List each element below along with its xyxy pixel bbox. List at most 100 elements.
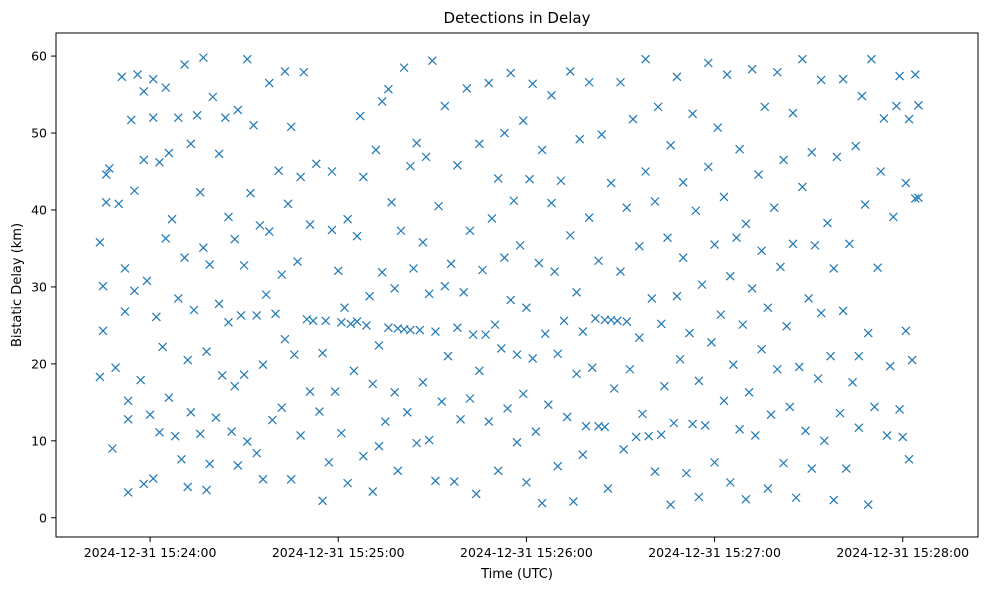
data-point <box>383 84 393 94</box>
data-point <box>525 174 534 184</box>
data-point <box>343 214 353 224</box>
data-point <box>810 240 820 250</box>
data-point <box>685 328 694 338</box>
data-point <box>728 360 738 370</box>
data-point <box>766 410 776 420</box>
data-point <box>898 432 908 442</box>
data-point <box>230 381 240 391</box>
data-point <box>136 375 146 385</box>
data-point <box>214 299 224 309</box>
data-point <box>518 116 528 126</box>
data-point <box>418 237 428 247</box>
data-point <box>296 172 306 182</box>
data-point <box>161 83 171 93</box>
data-point <box>186 407 196 417</box>
data-point <box>434 201 444 211</box>
scatter-points <box>95 53 923 510</box>
data-point <box>832 152 842 162</box>
data-point <box>374 441 384 451</box>
data-point <box>277 403 287 413</box>
data-point <box>719 192 729 202</box>
data-point <box>863 328 873 338</box>
data-point <box>468 330 478 340</box>
data-point <box>280 334 290 344</box>
data-point <box>543 400 553 410</box>
data-point <box>274 166 284 176</box>
data-point <box>233 461 243 470</box>
data-point <box>129 186 139 196</box>
data-point <box>672 291 682 301</box>
x-tick-label-1: 2024-12-31 15:25:00 <box>272 545 405 560</box>
data-point <box>390 387 400 397</box>
data-point <box>299 67 309 77</box>
data-point <box>192 110 202 120</box>
data-point <box>584 213 594 223</box>
data-point <box>239 260 249 270</box>
data-point <box>688 109 698 119</box>
data-point <box>459 287 469 297</box>
data-point <box>616 267 625 276</box>
data-point <box>757 344 767 354</box>
data-point <box>631 432 641 442</box>
data-point <box>242 437 252 447</box>
data-point <box>111 363 121 373</box>
data-point <box>628 114 638 124</box>
data-point <box>246 188 255 198</box>
data-point <box>716 310 726 320</box>
data-point <box>478 265 487 275</box>
data-point <box>139 479 149 489</box>
data-point <box>377 97 387 106</box>
data-point <box>405 325 415 335</box>
data-point <box>126 115 136 125</box>
data-point <box>340 303 349 313</box>
data-point <box>870 402 879 412</box>
data-point <box>678 253 688 263</box>
data-point <box>280 67 290 76</box>
data-point <box>512 437 522 447</box>
data-point <box>308 316 318 326</box>
data-point <box>387 197 396 207</box>
data-point <box>390 284 400 293</box>
data-point <box>901 178 911 188</box>
data-point <box>622 317 632 326</box>
data-point <box>117 72 127 82</box>
chart-title: Detections in Delay <box>444 9 591 27</box>
data-point <box>857 91 867 101</box>
data-point <box>807 147 817 157</box>
data-point <box>311 159 321 169</box>
data-point <box>747 284 757 293</box>
data-point <box>264 227 274 236</box>
data-point <box>427 56 437 66</box>
data-point <box>249 120 258 130</box>
data-point <box>694 492 704 502</box>
data-point <box>343 478 353 488</box>
data-point <box>95 372 105 382</box>
data-point <box>506 295 516 305</box>
data-point <box>462 83 472 93</box>
data-point <box>155 427 164 437</box>
data-point <box>98 326 108 336</box>
data-point <box>747 64 757 74</box>
data-point <box>358 451 368 461</box>
data-point <box>565 67 575 76</box>
data-point <box>710 457 719 467</box>
data-point <box>139 87 149 96</box>
data-point <box>465 394 475 403</box>
data-point <box>180 60 190 69</box>
data-point <box>641 54 651 64</box>
data-point <box>641 167 651 176</box>
data-point <box>910 70 920 79</box>
data-point <box>763 303 773 313</box>
data-point <box>547 90 556 100</box>
data-point <box>148 113 158 123</box>
data-point <box>170 431 180 441</box>
data-point <box>490 320 500 330</box>
data-point <box>443 351 453 361</box>
data-point <box>258 360 268 370</box>
data-point <box>158 342 168 352</box>
data-point <box>148 74 158 84</box>
data-point <box>547 198 556 208</box>
data-point <box>653 102 663 112</box>
data-point <box>863 500 873 510</box>
data-point <box>277 270 287 280</box>
